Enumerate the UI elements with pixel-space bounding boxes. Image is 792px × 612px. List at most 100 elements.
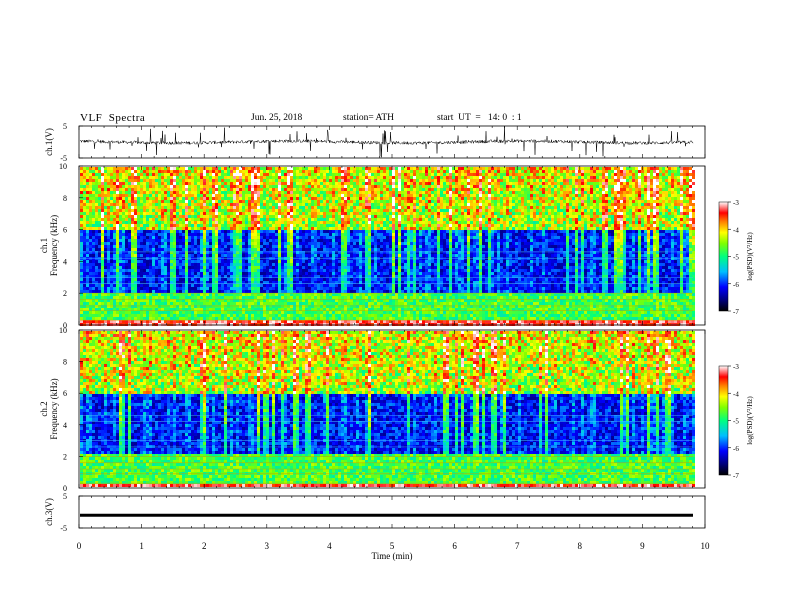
heatmap-cell [131,290,134,293]
heatmap-cell [164,284,167,287]
heatmap-cell [95,269,98,272]
heatmap-cell [110,209,113,212]
heatmap-cell [296,323,299,326]
heatmap-cell [290,287,293,290]
heatmap-cell [161,254,164,257]
heatmap-cell [224,317,227,320]
heatmap-cell [275,173,278,176]
heatmap-cell [323,218,326,221]
heatmap-cell [113,188,116,191]
heatmap-cell [293,293,296,296]
heatmap-cell [278,254,281,257]
heatmap-cell [353,296,356,299]
heatmap-cell [104,185,107,188]
heatmap-cell [206,296,209,299]
heatmap-cell [203,263,206,266]
heatmap-cell [278,236,281,239]
heatmap-cell [260,248,263,251]
heatmap-cell [263,179,266,182]
heatmap-cell [311,305,314,308]
heatmap-cell [95,302,98,305]
heatmap-cell [329,170,332,173]
heatmap-cell [272,263,275,266]
heatmap-cell [245,260,248,263]
heatmap-cell [278,227,281,230]
heatmap-cell [158,275,161,278]
heatmap-cell [248,275,251,278]
heatmap-cell [131,185,134,188]
heatmap-cell [176,317,179,320]
heatmap-cell [101,173,104,176]
heatmap-cell [350,305,353,308]
heatmap-cell [203,176,206,179]
heatmap-cell [200,197,203,200]
heatmap-cell [278,233,281,236]
heatmap-cell [128,281,131,284]
heatmap-cell [245,266,248,269]
heatmap-cell [254,314,257,317]
heatmap-cell [347,320,350,323]
heatmap-cell [164,221,167,224]
heatmap-cell [332,254,335,257]
heatmap-cell [110,215,113,218]
heatmap-cell [203,209,206,212]
heatmap-cell [137,197,140,200]
heatmap-cell [320,323,323,326]
heatmap-cell [98,209,101,212]
heatmap-cell [308,191,311,194]
heatmap-cell [212,233,215,236]
heatmap-cell [188,272,191,275]
heatmap-cell [188,305,191,308]
heatmap-cell [245,167,248,170]
heatmap-cell [194,275,197,278]
heatmap-cell [224,230,227,233]
heatmap-cell [164,266,167,269]
heatmap-cell [245,176,248,179]
heatmap-cell [134,308,137,311]
heatmap-cell [206,197,209,200]
heatmap-cell [350,188,353,191]
heatmap-cell [86,266,89,269]
heatmap-cell [170,290,173,293]
heatmap-cell [98,203,101,206]
heatmap-cell [215,314,218,317]
heatmap-cell [215,272,218,275]
heatmap-cell [314,290,317,293]
heatmap-cell [242,275,245,278]
heatmap-cell [233,182,236,185]
heatmap-cell [188,296,191,299]
heatmap-cell [80,320,83,323]
heatmap-cell [269,179,272,182]
heatmap-cell [332,206,335,209]
heatmap-cell [338,296,341,299]
heatmap-cell [320,179,323,182]
heatmap-cell [263,200,266,203]
heatmap-cell [113,266,116,269]
heatmap-cell [179,245,182,248]
heatmap-cell [209,185,212,188]
heatmap-cell [113,170,116,173]
heatmap-cell [296,224,299,227]
heatmap-cell [275,194,278,197]
heatmap-cell [251,302,254,305]
heatmap-cell [344,320,347,323]
heatmap-cell [173,230,176,233]
heatmap-cell [296,245,299,248]
heatmap-cell [278,248,281,251]
heatmap-cell [212,275,215,278]
heatmap-cell [101,323,104,326]
heatmap-cell [140,260,143,263]
heatmap-cell [137,188,140,191]
heatmap-cell [275,200,278,203]
heatmap-cell [320,206,323,209]
heatmap-cell [344,242,347,245]
heatmap-cell [299,320,302,323]
heatmap-cell [119,239,122,242]
heatmap-cell [176,197,179,200]
heatmap-cell [173,281,176,284]
heatmap-cell [275,227,278,230]
heatmap-cell [317,194,320,197]
heatmap-cell [149,182,152,185]
heatmap-cell [311,185,314,188]
heatmap-cell [101,314,104,317]
